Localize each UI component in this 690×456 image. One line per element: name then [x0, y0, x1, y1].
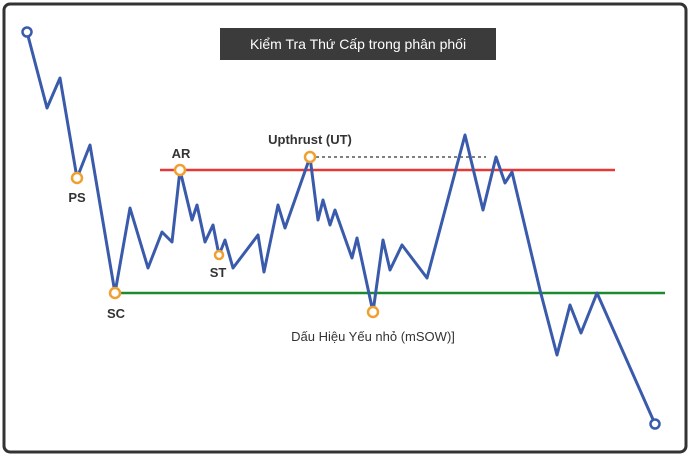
msow-point: [366, 305, 380, 319]
st-label: ST: [210, 265, 227, 280]
title-box: [220, 28, 496, 60]
ut-point: [303, 150, 317, 164]
sc-label: SC: [107, 306, 126, 321]
msow-label: Dấu Hiệu Yếu nhỏ (mSOW)]: [291, 329, 455, 344]
ar-label: AR: [172, 146, 191, 161]
ps-label: PS: [68, 190, 86, 205]
start-point: [21, 26, 33, 38]
end-point: [649, 418, 661, 430]
ar-point: [173, 163, 187, 177]
ps-point: [70, 171, 84, 185]
sc-point: [108, 286, 122, 300]
title: Kiểm Tra Thứ Cấp trong phân phối: [250, 36, 466, 52]
st-point: [213, 249, 225, 261]
markers: [21, 26, 661, 430]
ut-label: Upthrust (UT): [268, 132, 352, 147]
